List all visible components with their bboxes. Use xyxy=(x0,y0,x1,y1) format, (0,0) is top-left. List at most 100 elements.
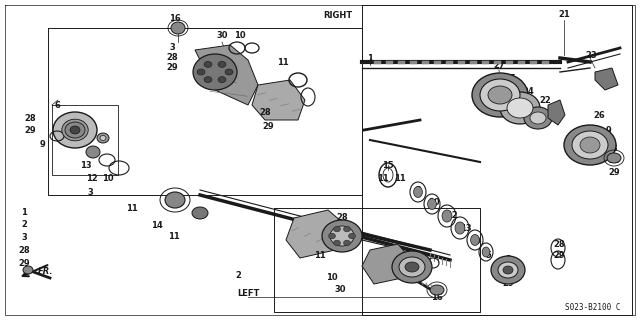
Text: 3: 3 xyxy=(87,188,93,196)
Ellipse shape xyxy=(455,222,465,234)
Ellipse shape xyxy=(482,247,490,257)
Ellipse shape xyxy=(225,69,233,75)
Text: 14: 14 xyxy=(151,220,163,229)
Ellipse shape xyxy=(165,192,185,208)
Text: 10: 10 xyxy=(428,197,440,206)
Ellipse shape xyxy=(580,137,600,153)
Ellipse shape xyxy=(488,86,512,104)
Ellipse shape xyxy=(322,220,362,252)
Text: 3: 3 xyxy=(505,255,511,265)
Text: 3: 3 xyxy=(611,143,617,153)
Ellipse shape xyxy=(442,210,452,222)
Ellipse shape xyxy=(333,240,340,246)
Ellipse shape xyxy=(53,112,97,148)
Text: 1: 1 xyxy=(21,207,27,217)
Ellipse shape xyxy=(405,262,419,272)
Ellipse shape xyxy=(23,266,33,274)
Text: 12: 12 xyxy=(86,173,98,182)
Text: 5: 5 xyxy=(485,252,491,260)
Ellipse shape xyxy=(498,262,518,278)
Ellipse shape xyxy=(97,133,109,143)
Ellipse shape xyxy=(344,240,351,246)
Text: 28: 28 xyxy=(166,52,178,61)
Text: 13: 13 xyxy=(460,223,472,233)
Text: 16: 16 xyxy=(431,292,443,301)
Text: 3: 3 xyxy=(169,43,175,52)
Polygon shape xyxy=(548,100,565,125)
Text: 29: 29 xyxy=(18,259,30,268)
Ellipse shape xyxy=(86,146,100,158)
Text: 26: 26 xyxy=(593,110,605,119)
Text: 13: 13 xyxy=(80,161,92,170)
Polygon shape xyxy=(252,80,305,120)
Text: 10: 10 xyxy=(234,30,246,39)
Ellipse shape xyxy=(68,124,82,135)
Text: 16: 16 xyxy=(169,13,181,22)
Text: 28: 28 xyxy=(608,156,620,164)
Text: 28: 28 xyxy=(24,114,36,123)
Ellipse shape xyxy=(491,256,525,284)
Text: 29: 29 xyxy=(166,62,178,71)
Text: 28: 28 xyxy=(502,268,514,276)
Ellipse shape xyxy=(428,198,436,210)
Text: 21: 21 xyxy=(558,10,570,19)
Ellipse shape xyxy=(197,69,205,75)
Text: 22: 22 xyxy=(539,95,551,105)
Text: LEFT: LEFT xyxy=(237,289,259,298)
Text: 9: 9 xyxy=(474,236,480,245)
Ellipse shape xyxy=(218,61,226,68)
Text: FR.: FR. xyxy=(38,267,54,276)
Text: 29: 29 xyxy=(24,125,36,134)
Text: 11: 11 xyxy=(277,58,289,67)
Text: 10: 10 xyxy=(102,173,114,182)
Text: 11: 11 xyxy=(314,251,326,260)
Ellipse shape xyxy=(607,153,621,163)
Text: 28: 28 xyxy=(18,245,30,254)
Ellipse shape xyxy=(344,226,351,232)
Text: 11: 11 xyxy=(126,204,138,212)
Polygon shape xyxy=(286,210,342,258)
Text: 28: 28 xyxy=(259,108,271,116)
Text: 3: 3 xyxy=(415,186,421,195)
Ellipse shape xyxy=(480,79,520,111)
Ellipse shape xyxy=(328,233,335,239)
Text: 30: 30 xyxy=(216,30,228,39)
Ellipse shape xyxy=(413,187,422,197)
Text: 29: 29 xyxy=(502,279,514,289)
Text: 2: 2 xyxy=(235,271,241,281)
Text: 29: 29 xyxy=(553,252,565,260)
Ellipse shape xyxy=(399,257,425,277)
Text: 25: 25 xyxy=(504,74,516,83)
Text: 11: 11 xyxy=(168,231,180,241)
Ellipse shape xyxy=(218,76,226,83)
Polygon shape xyxy=(595,68,618,90)
Ellipse shape xyxy=(349,233,355,239)
Text: 23: 23 xyxy=(585,51,597,60)
Text: 24: 24 xyxy=(522,86,534,95)
Text: 29: 29 xyxy=(262,122,274,131)
Polygon shape xyxy=(195,45,258,105)
Ellipse shape xyxy=(503,266,513,274)
Text: 1: 1 xyxy=(367,53,373,62)
Text: RIGHT: RIGHT xyxy=(323,11,353,20)
Ellipse shape xyxy=(572,131,608,159)
Text: 6: 6 xyxy=(54,100,60,109)
Text: 28: 28 xyxy=(336,212,348,221)
Text: 29: 29 xyxy=(608,167,620,177)
Ellipse shape xyxy=(100,135,106,140)
Ellipse shape xyxy=(171,22,185,34)
Text: 11: 11 xyxy=(394,173,406,182)
Text: 9: 9 xyxy=(606,125,612,134)
Ellipse shape xyxy=(193,54,237,90)
Ellipse shape xyxy=(333,226,340,232)
Ellipse shape xyxy=(524,107,552,129)
Text: 27: 27 xyxy=(493,60,505,69)
Text: 28: 28 xyxy=(553,239,565,249)
Ellipse shape xyxy=(65,122,85,138)
Ellipse shape xyxy=(500,92,540,124)
Ellipse shape xyxy=(472,73,528,117)
Text: 9: 9 xyxy=(39,140,45,148)
Text: 30: 30 xyxy=(334,284,346,293)
Ellipse shape xyxy=(70,126,80,134)
Ellipse shape xyxy=(392,251,432,283)
